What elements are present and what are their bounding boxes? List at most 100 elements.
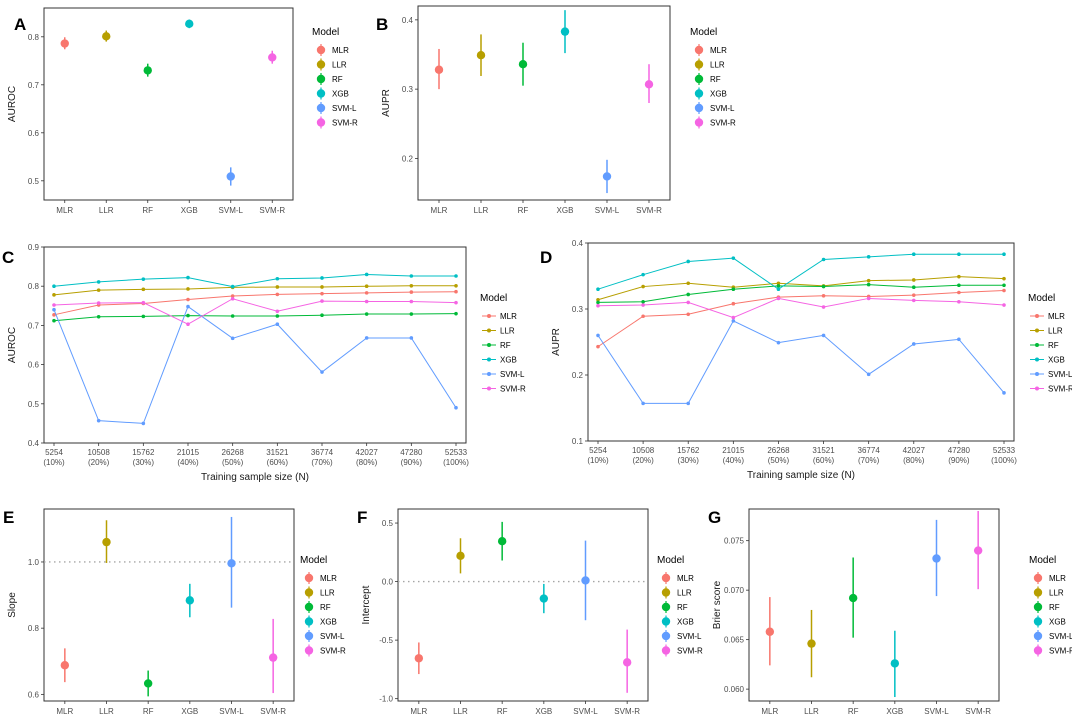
legend-item-label: XGB [320, 618, 337, 627]
data-point-mlr [596, 344, 600, 349]
x-tick-label-pct: (30%) [133, 458, 155, 467]
data-point-svm-l [364, 336, 369, 340]
x-tick-label-pct: (20%) [632, 456, 654, 465]
series-line-svm-r [597, 297, 1005, 319]
legend-title: Model [480, 293, 507, 304]
legend-key-point [694, 103, 704, 113]
x-tick-label-pct: (100%) [443, 458, 469, 467]
x-tick-label: SVM-R [636, 206, 662, 215]
data-point-xgb [686, 259, 691, 264]
data-point-svm-l [230, 336, 235, 341]
x-tick-label-pct: (50%) [768, 456, 790, 465]
legend-key-point [304, 573, 314, 583]
x-tick-label: 5254 [589, 446, 607, 455]
legend-key-point [1035, 343, 1039, 347]
x-tick-label-pct: (80%) [356, 458, 378, 467]
point-rf [518, 59, 528, 69]
data-point-svm-r [230, 296, 235, 301]
data-point-xgb [230, 284, 235, 289]
panel-label: D [540, 248, 552, 267]
legend-item-label: XGB [1049, 618, 1066, 627]
plot-frame [417, 5, 671, 201]
x-tick-label: 52533 [445, 448, 468, 457]
panel-label: G [708, 508, 721, 527]
point-svm-r [973, 546, 983, 555]
data-point-mlr [320, 291, 324, 296]
legend-item-label: LLR [1049, 589, 1064, 598]
data-point-rf [275, 314, 280, 318]
y-tick-label: 0.065 [724, 636, 745, 645]
series-line-svm-r [53, 298, 457, 325]
data-point-llr [866, 278, 871, 283]
x-tick-label-pct: (30%) [678, 456, 700, 465]
y-tick-label: 0.4 [402, 16, 414, 25]
legend-item-label: MLR [320, 574, 337, 583]
legend-item-label: RF [710, 75, 721, 84]
data-point-mlr [409, 290, 414, 294]
x-tick-label: 21015 [722, 446, 745, 455]
legend-key-point [487, 357, 491, 362]
legend-item-label: SVM-L [1048, 370, 1072, 379]
data-point-svm-l [596, 333, 600, 338]
point-xgb [890, 659, 900, 668]
legend-item-label: SVM-R [332, 119, 358, 128]
data-point-xgb [409, 274, 414, 278]
data-point-llr [911, 278, 916, 282]
x-tick-label-pct: (20%) [88, 458, 110, 467]
data-point-mlr [686, 312, 691, 317]
legend-key-point [661, 631, 671, 641]
legend-key-point [316, 118, 326, 127]
legend-item-label: XGB [710, 90, 727, 99]
data-point-xgb [731, 256, 736, 260]
data-point-svm-l [821, 333, 826, 338]
data-point-svm-r [52, 303, 56, 307]
y-tick-label: 0.8 [28, 282, 40, 291]
legend-item-label: SVM-R [1049, 647, 1072, 656]
y-tick-label: -0.5 [379, 636, 393, 645]
legend-item-label: SVM-L [677, 632, 702, 641]
legend-title: Model [657, 555, 684, 566]
x-tick-label: XGB [181, 206, 198, 215]
y-axis-title: AUROC [7, 86, 18, 122]
data-point-rf [731, 287, 736, 292]
point-llr [102, 32, 111, 41]
data-point-svm-r [957, 299, 961, 304]
legend-key-point [1035, 386, 1039, 391]
legend-item-label: MLR [1049, 574, 1066, 583]
data-point-rf [821, 284, 826, 289]
data-point-xgb [454, 274, 458, 278]
x-tick-label: 21015 [177, 448, 200, 457]
y-tick-label: 0.4 [572, 239, 584, 248]
data-point-svm-l [1002, 391, 1006, 395]
x-tick-label: 5254 [45, 448, 63, 457]
y-tick-label: 0.5 [28, 177, 40, 186]
data-point-svm-r [911, 298, 916, 303]
plot-frame [43, 7, 294, 201]
legend-key-point [694, 89, 704, 98]
point-mlr [60, 661, 70, 670]
plot-frame [397, 508, 649, 702]
x-tick-label: SVM-L [219, 206, 244, 215]
data-point-xgb [821, 257, 826, 262]
data-point-mlr [731, 301, 736, 306]
x-tick-label: LLR [99, 206, 114, 215]
y-tick-label: 0.7 [28, 321, 40, 330]
data-point-mlr [186, 297, 190, 302]
data-point-svm-r [1002, 303, 1006, 307]
legend-item-label: MLR [500, 312, 517, 321]
series-line-mlr [53, 291, 457, 316]
x-tick-label: SVM-L [573, 707, 598, 716]
data-point-rf [957, 283, 961, 288]
data-point-rf [96, 314, 101, 319]
legend-key-point [694, 118, 704, 127]
panel-label: E [3, 508, 14, 527]
legend-key-point [1033, 602, 1043, 612]
point-llr [476, 50, 486, 60]
data-point-rf [911, 285, 916, 290]
data-point-rf [409, 312, 414, 316]
legend-item-label: LLR [320, 589, 335, 598]
y-tick-label: 0.6 [28, 361, 40, 370]
y-axis-title: AUPR [381, 89, 392, 117]
y-axis-title: AUROC [7, 327, 18, 363]
x-tick-label-pct: (90%) [401, 458, 423, 467]
